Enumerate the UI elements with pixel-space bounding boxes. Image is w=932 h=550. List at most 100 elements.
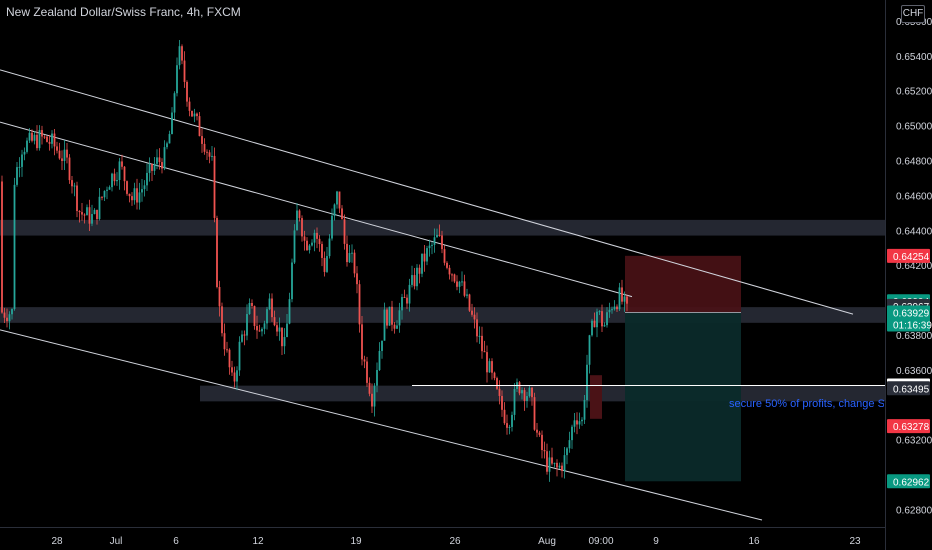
- channel-line-1: [0, 121, 633, 298]
- candle-up: [411, 275, 413, 285]
- candle-down: [256, 326, 258, 331]
- currency-button[interactable]: CHF: [901, 5, 925, 23]
- candle-down: [361, 324, 363, 360]
- candle-down: [126, 181, 128, 194]
- candle-down: [471, 310, 473, 315]
- price-label-bg: [887, 474, 930, 489]
- candle-up: [293, 230, 296, 263]
- candle-up: [588, 335, 591, 365]
- candle-up: [153, 163, 156, 171]
- price-label: 0.62962: [893, 477, 930, 488]
- candle-down: [58, 150, 61, 159]
- zone-0: [0, 219, 885, 236]
- candle-down: [303, 236, 306, 241]
- countdown-label: 01:16:39: [893, 321, 932, 332]
- x-tick-label: 09:00: [588, 536, 613, 547]
- candle-down: [358, 284, 361, 325]
- candle-down: [476, 319, 478, 337]
- candle-up: [33, 134, 36, 141]
- candle-down: [206, 151, 208, 153]
- candle-up: [86, 207, 88, 216]
- x-tick-label: 6: [173, 536, 179, 547]
- candle-up: [426, 248, 428, 262]
- candle-down: [403, 297, 406, 299]
- candle-down: [473, 314, 476, 320]
- y-tick-label: 0.65400: [896, 52, 932, 63]
- candle-down: [53, 133, 56, 147]
- candle-up: [63, 149, 66, 161]
- candle-up: [311, 242, 313, 246]
- candle-up: [383, 309, 386, 341]
- candle-down: [81, 212, 83, 215]
- candle-down: [258, 330, 261, 332]
- price-label-bg: [887, 419, 930, 434]
- candle-up: [241, 334, 243, 342]
- candle-up: [8, 314, 11, 322]
- candle-down: [498, 388, 501, 396]
- price-labels: 0.642540.639940.639670.6392901:16:390.63…: [887, 248, 932, 489]
- candle-up: [26, 140, 28, 152]
- candle-up: [373, 385, 376, 407]
- candle-down: [1, 181, 3, 313]
- candle-down: [41, 130, 43, 137]
- x-tick-label: 26: [449, 536, 461, 547]
- candle-up: [171, 112, 173, 135]
- candle-down: [368, 382, 371, 394]
- price-label: 0.63278: [893, 422, 930, 433]
- candle-up: [333, 204, 336, 216]
- candle-up: [586, 364, 588, 401]
- candle-down: [538, 432, 541, 435]
- candle-down: [203, 143, 206, 152]
- candle-down: [501, 395, 503, 410]
- candle-down: [356, 273, 358, 285]
- price-label-bg: [887, 305, 930, 332]
- candle-down: [448, 267, 451, 275]
- candle-up: [431, 244, 433, 246]
- stop-loss-zone: [625, 255, 741, 313]
- candle-up: [93, 209, 96, 215]
- candle-down: [66, 149, 68, 158]
- y-tick-label: 0.62800: [896, 506, 932, 517]
- trade-note[interactable]: secure 50% of profits, change SL to BE: [729, 398, 884, 410]
- candle-down: [208, 152, 211, 157]
- candle-down: [556, 462, 558, 468]
- candle-up: [178, 46, 181, 66]
- candle-down: [188, 101, 191, 111]
- candle-up: [606, 312, 608, 326]
- candle-up: [388, 306, 391, 326]
- candle-up: [381, 340, 383, 351]
- candle-up: [108, 187, 111, 190]
- candle-up: [591, 320, 593, 336]
- candle-up: [173, 93, 176, 113]
- chart-title: New Zealand Dollar/Swiss Franc, 4h, FXCM: [6, 5, 241, 19]
- candle-up: [581, 419, 583, 422]
- price-axis-border: [885, 0, 886, 550]
- candle-down: [386, 309, 388, 326]
- y-tick-label: 0.63600: [896, 366, 932, 377]
- x-tick-label: 9: [653, 536, 659, 547]
- y-tick-label: 0.63200: [896, 436, 932, 447]
- candle-down: [68, 157, 71, 181]
- candle-up: [193, 113, 196, 117]
- candle-up: [376, 370, 378, 386]
- candle-up: [603, 325, 606, 327]
- candle-up: [618, 287, 621, 310]
- candle-down: [136, 188, 138, 203]
- candle-down: [541, 434, 543, 451]
- short-position-tool: [590, 255, 741, 482]
- candle-up: [336, 191, 338, 205]
- price-label-bg: [887, 381, 930, 396]
- candle-down: [593, 320, 596, 328]
- candle-down: [113, 173, 116, 182]
- candle-up: [21, 154, 23, 167]
- candle-down: [228, 349, 231, 368]
- candle-up: [521, 390, 523, 394]
- candle-up: [553, 462, 556, 464]
- candle-down: [503, 409, 506, 424]
- candle-down: [218, 286, 221, 307]
- candle-up: [573, 420, 576, 427]
- candle-down: [451, 274, 453, 276]
- candle-down: [443, 249, 446, 263]
- candle-down: [281, 327, 283, 347]
